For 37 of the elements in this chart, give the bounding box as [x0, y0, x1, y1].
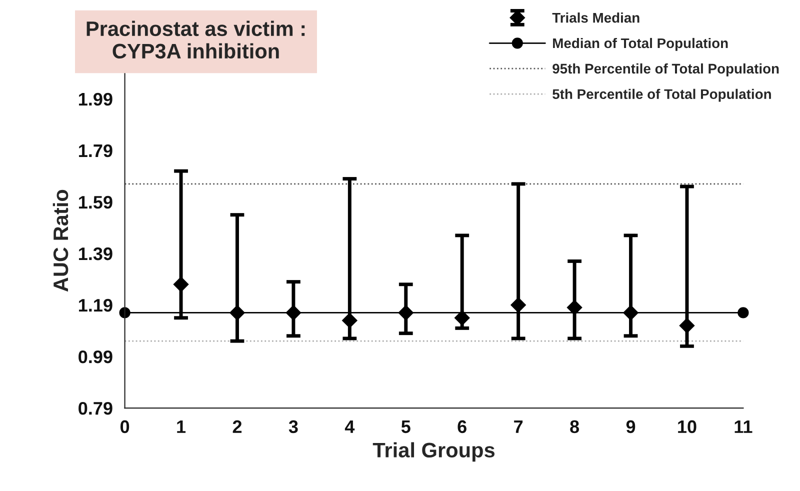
- y-tick-label: 1.79: [78, 144, 112, 158]
- legend-label: Median of Total Population: [553, 38, 728, 51]
- x-tick-label: 7: [514, 420, 523, 433]
- x-tick-label: 1: [177, 420, 186, 433]
- x-tick-label: 6: [458, 420, 466, 434]
- point: [623, 305, 638, 320]
- x-tick-label: 0: [120, 420, 130, 434]
- legend-label: 95th Percentile of Total Population: [552, 63, 779, 76]
- point: [342, 312, 358, 328]
- point: [173, 276, 189, 292]
- y-tick-label: 1.19: [78, 298, 112, 312]
- x-tick-label: 11: [734, 420, 752, 433]
- x-tick-label: 2: [232, 420, 242, 433]
- y-tick-label: 0.99: [78, 350, 112, 364]
- point: [738, 307, 749, 318]
- x-tick-label: 5: [401, 420, 410, 434]
- x-tick-label: 4: [344, 420, 355, 433]
- point: [679, 318, 695, 334]
- y-tick-label: 0.79: [78, 402, 112, 415]
- y-tick-label: 1.59: [78, 196, 112, 209]
- x-tick-label: 8: [570, 420, 580, 434]
- y-tick-label: 1.39: [78, 247, 112, 260]
- point: [566, 300, 582, 316]
- y-tick-label: 1.99: [78, 92, 112, 106]
- y-axis-title: AUC Ratio: [52, 190, 68, 292]
- point: [454, 310, 470, 326]
- x-tick-label: 10: [678, 420, 696, 434]
- point: [510, 297, 526, 313]
- legend-label: Trials Median: [552, 12, 640, 23]
- legend-label: 5th Percentile of Total Population: [552, 88, 771, 102]
- point: [286, 305, 302, 320]
- x-axis-title: Trial Groups: [372, 442, 495, 462]
- point: [398, 305, 414, 320]
- x-tick-label: 3: [288, 420, 298, 434]
- chart-title: Pracinostat as victim : CYP3A inhibition: [86, 20, 305, 59]
- point: [230, 305, 245, 320]
- x-tick-label: 9: [626, 420, 636, 434]
